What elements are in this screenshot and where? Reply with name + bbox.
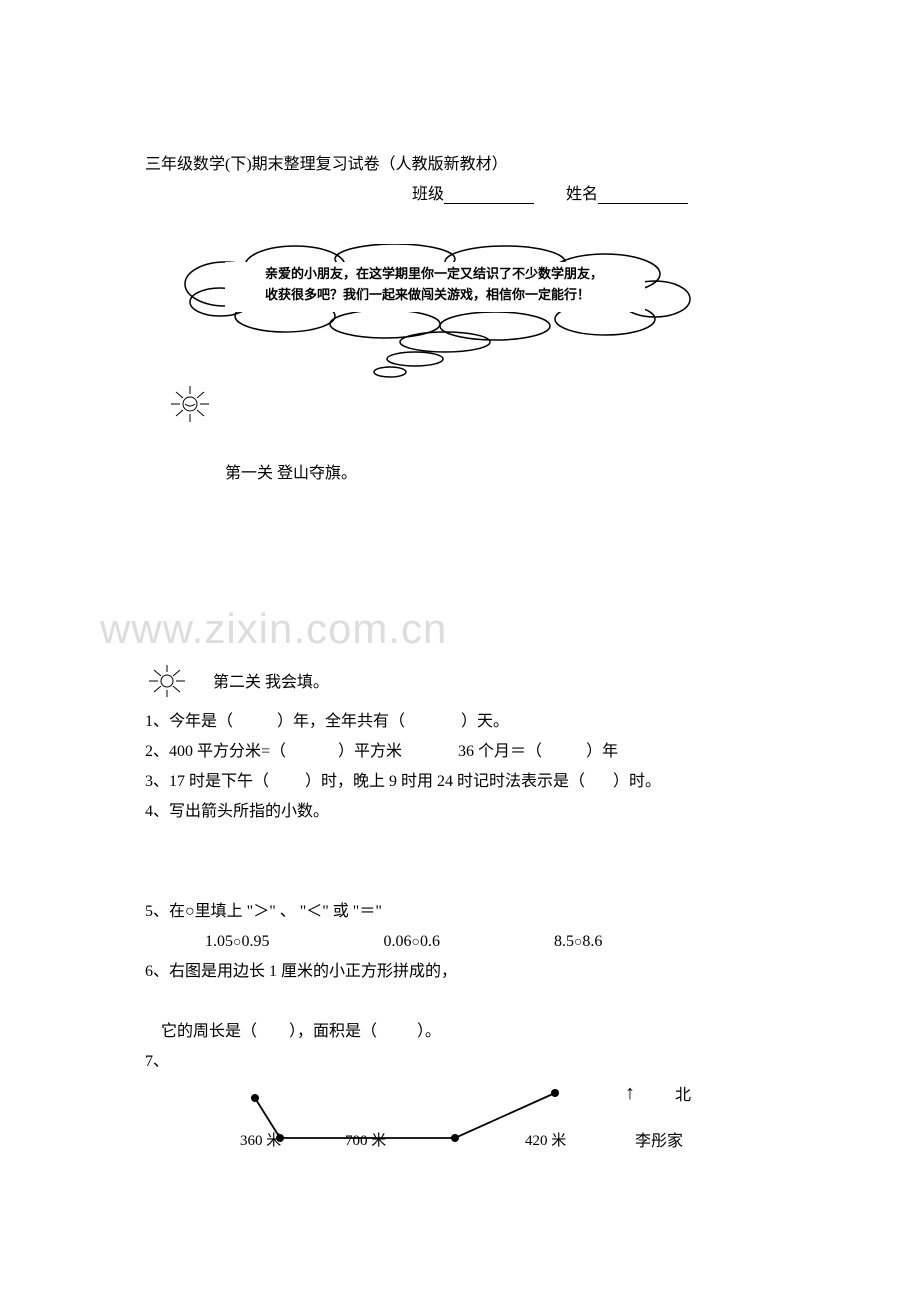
q5-2-right: 8.6 xyxy=(582,933,602,950)
q1-mid: ）年，全年共有（ xyxy=(277,713,405,730)
sun-icon xyxy=(165,384,775,429)
q2: 2、400 平方分米=（ ）平方米 36 个月＝（ ）年 xyxy=(145,740,775,764)
exam-title: 三年级数学(下)期末整理复习试卷（人教版新教材） xyxy=(145,150,775,174)
q2-mid: ）平方米 xyxy=(338,743,402,760)
meta-line: 班级 姓名 xyxy=(325,180,775,204)
arrow-up-icon: ↑ xyxy=(625,1078,635,1108)
q5-1-right: 0.6 xyxy=(420,933,440,950)
cloud-line1: 亲爱的小朋友，在这学期里你一定又结识了不少数学朋友， xyxy=(265,264,603,285)
q6-l2-suffix: ）。 xyxy=(417,1023,441,1040)
q1-suffix: ）天。 xyxy=(461,713,509,730)
north-label: 北 xyxy=(675,1084,691,1108)
circle-icon[interactable]: ○ xyxy=(411,932,419,953)
name-label: 姓名 xyxy=(566,186,598,203)
q3: 3、17 时是下午（ ）时，晚上 9 时用 24 时记时法表示是（ ）时。 xyxy=(145,770,775,794)
section2-header: 第二关 我会填。 xyxy=(145,663,775,704)
q5-items: 1.05○0.95 0.06○0.6 8.5○8.6 xyxy=(205,930,775,954)
li-home-label: 李彤家 xyxy=(635,1130,683,1154)
q5-2-left: 8.5 xyxy=(554,933,574,950)
cloud-callout: 亲爱的小朋友，在这学期里你一定又结识了不少数学朋友， 收获很多吧？我们一起来做闯… xyxy=(145,244,775,364)
q5-item-2: 8.5○8.6 xyxy=(554,930,602,954)
q7-label: 7、 xyxy=(145,1053,169,1070)
dist-1: 700 米 xyxy=(345,1130,386,1153)
q2-prefix: 2、400 平方分米=（ xyxy=(145,743,286,760)
q6-line1: 6、右图是用边长 1 厘米的小正方形拼成的， xyxy=(145,960,775,984)
q3-suffix: ）时。 xyxy=(613,773,661,790)
name-blank[interactable] xyxy=(598,203,688,204)
q5-item-1: 0.06○0.6 xyxy=(383,930,439,954)
class-label: 班级 xyxy=(412,186,444,203)
q5-header: 5、在○里填上 "＞" 、 "＜" 或 "＝" xyxy=(145,900,775,924)
class-blank[interactable] xyxy=(444,203,534,204)
q6-l2-prefix: 它的周长是（ xyxy=(145,1023,257,1040)
q6-l2-mid: ），面积是（ xyxy=(289,1023,377,1040)
section1-title: 第一关 登山夺旗。 xyxy=(225,459,775,483)
q2-p2-prefix: 36 个月＝（ xyxy=(458,743,542,760)
q7-diagram: ↑ 北 李彤家 360 米 700 米 420 米 xyxy=(145,1078,775,1168)
section2-title: 第二关 我会填。 xyxy=(213,674,329,691)
q3-mid: ）时，晚上 9 时用 24 时记时法表示是（ xyxy=(305,773,585,790)
dist-0: 360 米 xyxy=(240,1130,281,1153)
q1: 1、今年是（ ）年，全年共有（ ）天。 xyxy=(145,710,775,734)
q6-line2: 它的周长是（ ），面积是（ ）。 xyxy=(145,1020,775,1044)
q4: 4、写出箭头所指的小数。 xyxy=(145,800,775,824)
q5-0-left: 1.05 xyxy=(205,933,233,950)
q1-prefix: 1、今年是（ xyxy=(145,713,233,730)
q3-prefix: 3、17 时是下午（ xyxy=(145,773,269,790)
dist-2: 420 米 xyxy=(525,1130,566,1153)
q2-p2-suffix: ）年 xyxy=(586,743,618,760)
q7: 7、 ↑ 北 李彤家 360 米 700 米 420 米 xyxy=(145,1050,775,1168)
cloud-line2: 收获很多吧？我们一起来做闯关游戏，相信你一定能行！ xyxy=(265,285,603,306)
q5-0-right: 0.95 xyxy=(241,933,269,950)
q5-1-left: 0.06 xyxy=(383,933,411,950)
sun2-icon xyxy=(145,663,189,704)
q5-item-0: 1.05○0.95 xyxy=(205,930,269,954)
